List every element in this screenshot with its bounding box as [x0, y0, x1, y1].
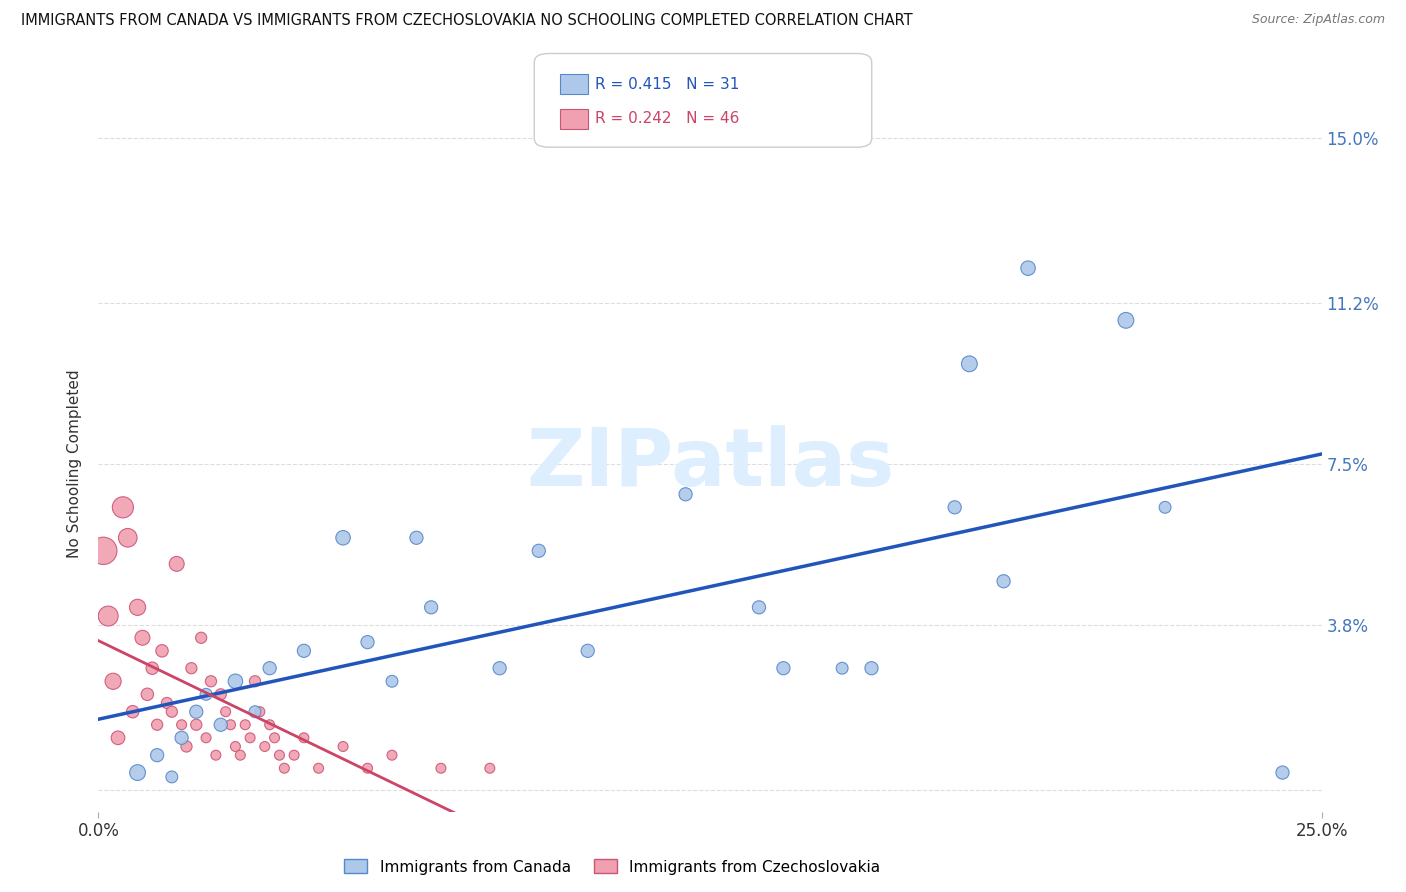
Point — [176, 739, 198, 754]
Point — [156, 696, 179, 710]
Point — [219, 717, 242, 731]
Point — [136, 687, 159, 701]
Legend: Immigrants from Canada, Immigrants from Czechoslovakia: Immigrants from Canada, Immigrants from … — [339, 854, 886, 880]
Point — [993, 574, 1015, 589]
Point — [121, 705, 143, 719]
Point — [1115, 313, 1137, 327]
Point — [200, 674, 222, 689]
Point — [127, 600, 149, 615]
Point — [214, 705, 236, 719]
Point — [420, 600, 443, 615]
Point — [141, 661, 163, 675]
Point — [249, 705, 271, 719]
Point — [283, 748, 305, 763]
Point — [107, 731, 129, 745]
Point — [253, 739, 276, 754]
Point — [243, 674, 266, 689]
Point — [748, 600, 770, 615]
Point — [259, 661, 281, 675]
Point — [101, 674, 124, 689]
Point — [292, 644, 315, 658]
Point — [259, 717, 281, 731]
Point — [111, 500, 134, 515]
Point — [488, 661, 510, 675]
Point — [273, 761, 295, 775]
Y-axis label: No Schooling Completed: No Schooling Completed — [67, 369, 83, 558]
Point — [831, 661, 853, 675]
Point — [131, 631, 153, 645]
Point — [186, 705, 208, 719]
Point — [430, 761, 453, 775]
Text: IMMIGRANTS FROM CANADA VS IMMIGRANTS FROM CZECHOSLOVAKIA NO SCHOOLING COMPLETED : IMMIGRANTS FROM CANADA VS IMMIGRANTS FRO… — [21, 13, 912, 29]
Point — [195, 687, 218, 701]
Point — [269, 748, 291, 763]
Point — [209, 687, 232, 701]
Point — [957, 357, 980, 371]
Point — [209, 717, 232, 731]
Text: ZIPatlas: ZIPatlas — [526, 425, 894, 503]
Point — [527, 543, 550, 558]
Point — [1017, 261, 1039, 276]
Point — [860, 661, 883, 675]
Point — [170, 731, 193, 745]
Point — [308, 761, 330, 775]
Text: R = 0.415   N = 31: R = 0.415 N = 31 — [595, 77, 740, 92]
Point — [943, 500, 966, 515]
Point — [292, 731, 315, 745]
Point — [224, 739, 246, 754]
Point — [150, 644, 173, 658]
Point — [239, 731, 262, 745]
Point — [117, 531, 139, 545]
Point — [356, 635, 378, 649]
Point — [146, 717, 169, 731]
Point — [160, 705, 183, 719]
Point — [675, 487, 697, 501]
Point — [356, 761, 378, 775]
Point — [186, 717, 208, 731]
Point — [243, 705, 266, 719]
Point — [195, 731, 218, 745]
Point — [381, 748, 404, 763]
Point — [160, 770, 183, 784]
Point — [180, 661, 202, 675]
Text: R = 0.242   N = 46: R = 0.242 N = 46 — [595, 112, 740, 127]
Point — [233, 717, 256, 731]
Point — [1271, 765, 1294, 780]
Point — [166, 557, 188, 571]
Point — [1154, 500, 1177, 515]
Point — [332, 531, 354, 545]
Point — [127, 765, 149, 780]
Point — [190, 631, 212, 645]
Text: Source: ZipAtlas.com: Source: ZipAtlas.com — [1251, 13, 1385, 27]
Point — [229, 748, 252, 763]
Point — [146, 748, 169, 763]
Point — [205, 748, 228, 763]
Point — [332, 739, 354, 754]
Point — [224, 674, 246, 689]
Point — [91, 543, 114, 558]
Point — [405, 531, 427, 545]
Point — [381, 674, 404, 689]
Point — [576, 644, 599, 658]
Point — [478, 761, 501, 775]
Point — [97, 609, 120, 624]
Point — [170, 717, 193, 731]
Point — [772, 661, 794, 675]
Point — [263, 731, 285, 745]
